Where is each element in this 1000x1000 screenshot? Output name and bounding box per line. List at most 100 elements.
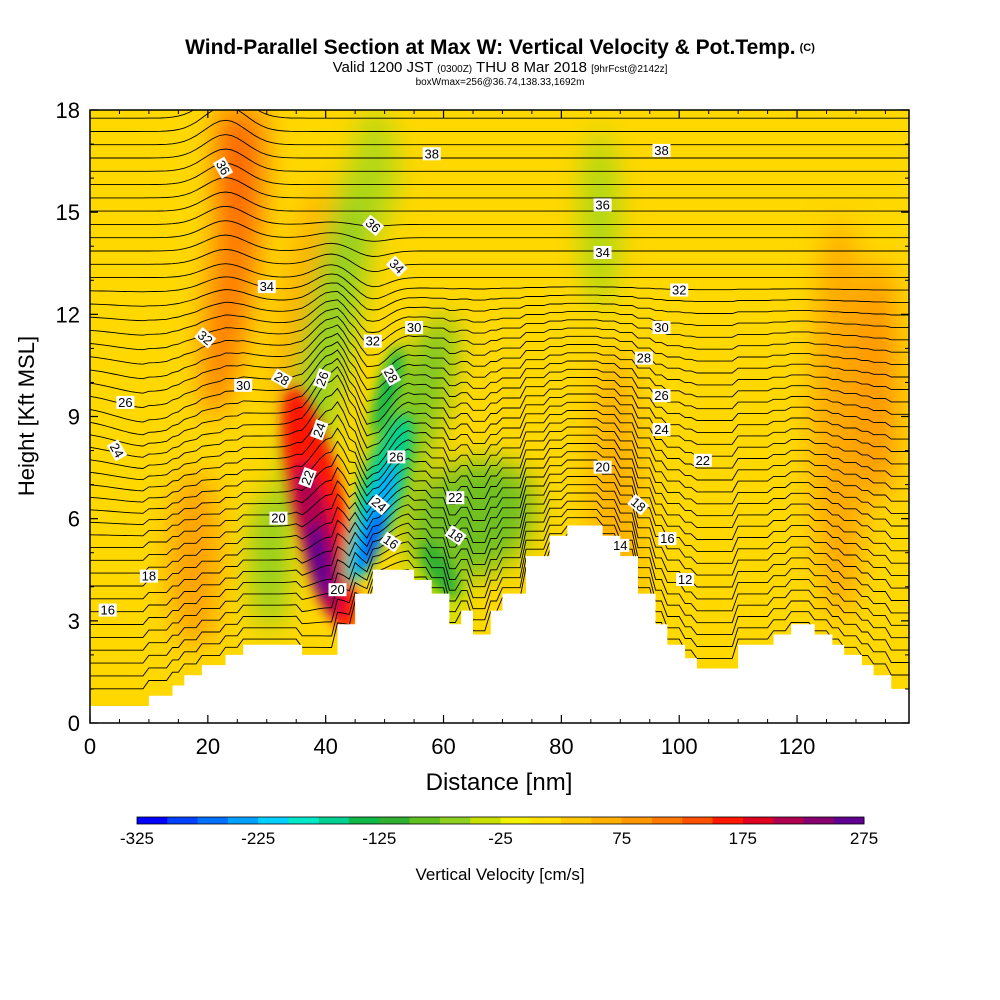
- y-axis-label: Height [Kft MSL]: [14, 336, 39, 496]
- isentrope-label: 30: [234, 378, 253, 393]
- colorbar-swatch: [803, 817, 835, 824]
- colorbar-swatch: [258, 817, 289, 824]
- isentrope-label-bg: [693, 453, 712, 467]
- isentrope-line: [90, 476, 909, 587]
- isentrope-label-text: 28: [381, 365, 401, 385]
- isentrope-label-text: 24: [310, 421, 329, 440]
- plot-area: 1618202224262016242628323436303822183634…: [90, 77, 909, 723]
- isentrope-label: 34: [257, 279, 276, 294]
- forecast-info: [9hrFcst@2142z]: [591, 64, 668, 75]
- isentrope-line: [90, 205, 909, 227]
- x-tick-label: 60: [431, 734, 455, 759]
- isentrope-line: [90, 459, 909, 561]
- colorbar-tick-label: -225: [241, 829, 275, 848]
- isentrope-label: 20: [269, 511, 288, 526]
- isentrope-label: 20: [328, 582, 347, 597]
- colorbar-swatch: [197, 817, 229, 824]
- isentrope-label: 34: [385, 255, 408, 278]
- isentrope-label: 30: [405, 320, 424, 335]
- colorbar-label: Vertical Velocity [cm/s]: [415, 865, 584, 884]
- x-tick-label: 0: [84, 734, 96, 759]
- orange-band-right: [812, 220, 868, 620]
- isentrope-line: [90, 332, 909, 394]
- isentrope-label-bg: [269, 511, 288, 525]
- isentrope-line: [90, 77, 909, 105]
- isentrope-label: 28: [380, 364, 402, 387]
- orange-plume-mid: [272, 181, 328, 419]
- colorbar-swatch: [349, 817, 380, 824]
- colorbar-tick-label: -325: [120, 829, 154, 848]
- isentrope-label: 22: [446, 490, 465, 505]
- isentrope-label-bg: [212, 156, 234, 179]
- isentrope-line: [90, 410, 909, 492]
- isentrope-label-bg: [298, 466, 317, 489]
- valid-utc: (0300Z): [437, 64, 473, 75]
- isentrope-label-text: 16: [100, 603, 114, 618]
- isentrope-line: [90, 541, 909, 690]
- isentrope-line: [90, 110, 909, 119]
- isentrope-line: [90, 484, 909, 600]
- isentrope-labels: 1618202224262016242628323436303822183634…: [98, 143, 712, 618]
- isentrope-label-text: 34: [595, 245, 609, 260]
- isentrope-label: 26: [116, 395, 135, 410]
- isentrope-label-bg: [627, 493, 650, 516]
- isentrope-lines: [90, 77, 909, 690]
- isentrope-label-bg: [593, 460, 612, 474]
- isentrope-label: 16: [658, 531, 677, 546]
- isentrope-label: 20: [593, 460, 612, 475]
- isentrope-label-bg: [328, 583, 347, 597]
- isentrope-line: [90, 426, 909, 514]
- isentrope-line: [90, 119, 909, 146]
- isentrope-label-bg: [652, 389, 671, 403]
- colorbar: -325 -225 -125 -25 75 175 275: [120, 816, 878, 848]
- isentrope-label-text: 22: [448, 490, 462, 505]
- isentrope-label: 36: [593, 197, 612, 212]
- isentrope-label-bg: [313, 368, 332, 390]
- colorbar-swatch: [621, 817, 653, 824]
- downdraft-upper: [372, 346, 404, 434]
- colorbar-swatch: [318, 817, 350, 824]
- colorbar-swatch: [833, 817, 865, 824]
- isentrope-label-text: 36: [595, 197, 609, 212]
- isentrope-line: [90, 282, 909, 311]
- isentrope-label-text: 36: [213, 158, 233, 178]
- isentrope-label: 14: [611, 538, 630, 553]
- isentrope-line: [90, 177, 909, 199]
- isentrope-label-text: 38: [424, 146, 438, 161]
- isentrope-label-bg: [380, 364, 402, 387]
- isentrope-label-bg: [379, 531, 402, 553]
- isentrope-label: 28: [634, 351, 653, 366]
- colorbar-swatch: [167, 817, 199, 824]
- colorbar-tick-label: -25: [488, 829, 513, 848]
- isentrope-label-bg: [367, 493, 391, 516]
- isentrope-label-bg: [593, 198, 612, 212]
- isentrope-label-bg: [257, 280, 276, 294]
- colorbar-tick-label: -125: [362, 829, 396, 848]
- isentrope-label: 36: [212, 156, 234, 179]
- isentrope-line: [90, 517, 909, 651]
- isentrope-label-text: 30: [236, 378, 250, 393]
- isentrope-label-bg: [652, 423, 671, 437]
- colorbar-swatch: [561, 817, 592, 824]
- isentrope-label-bg: [194, 327, 217, 349]
- isentrope-label-bg: [670, 283, 689, 297]
- isentrope-line: [90, 374, 909, 458]
- colorbar-swatch: [409, 817, 441, 824]
- isentrope-label-text: 30: [654, 320, 668, 335]
- isentrope-line: [90, 525, 909, 664]
- isentrope-label: 24: [310, 419, 329, 441]
- isentrope-label-text: 26: [654, 388, 668, 403]
- isentrope-label: 24: [652, 422, 671, 437]
- isentrope-label-text: 16: [660, 531, 674, 546]
- isentrope-label-text: 18: [445, 525, 465, 546]
- isentrope-label-bg: [446, 491, 465, 505]
- isentrope-label-text: 30: [407, 320, 421, 335]
- isentrope-label: 22: [298, 466, 317, 489]
- y-tick-label: 12: [56, 302, 80, 327]
- isentrope-label: 12: [676, 572, 695, 587]
- isentrope-label-text: 32: [672, 283, 686, 298]
- isentrope-line: [90, 263, 909, 288]
- isentrope-label: 34: [593, 245, 612, 260]
